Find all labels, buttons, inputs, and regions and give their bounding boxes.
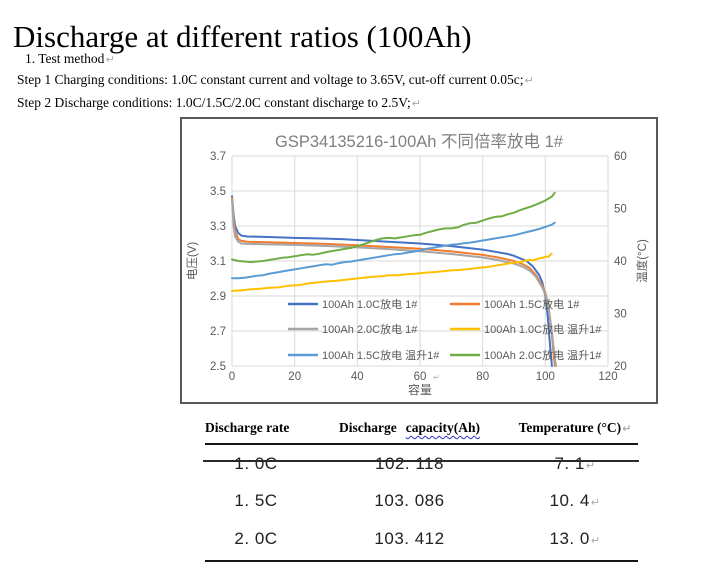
cell-temperature: 13. 0↵: [549, 528, 601, 548]
paragraph-mark-icon: ↵: [105, 53, 115, 66]
x-tick-label: 80: [476, 371, 489, 383]
table-header-row: Discharge rate Discharge capacity(Ah) Tem…: [205, 420, 638, 445]
step2-text: Step 2 Discharge conditions: 1.0C/1.5C/2…: [17, 95, 411, 110]
legend-item-3: 100Ah 1.0C放电 温升1#: [450, 322, 602, 336]
x-tick-label: 120: [598, 371, 617, 383]
paragraph-mark-icon: ↵: [622, 422, 632, 435]
legend-label: 100Ah 2.0C放电 1#: [322, 322, 418, 336]
y-right-tick-label: 60: [614, 151, 627, 163]
step1-line: Step 1 Charging conditions: 1.0C constan…: [17, 72, 534, 88]
x-tick-label: 60: [414, 371, 427, 383]
chart-title: GSP34135216-100Ah 不同倍率放电 1#: [275, 132, 564, 151]
step2-line: Step 2 Discharge conditions: 1.0C/1.5C/2…: [17, 95, 421, 111]
y-right-axis-title: 温度(°C): [635, 239, 649, 283]
paragraph-mark-icon: ↵: [524, 74, 534, 87]
y-left-tick-label: 3.1: [210, 256, 226, 268]
cell-capacity: 103. 412: [374, 528, 445, 548]
y-right-tick-label: 20: [614, 361, 627, 373]
legend-item-1: 100Ah 1.5C放电 1#: [450, 297, 580, 311]
y-left-tick-label: 2.7: [210, 326, 226, 338]
header-temperature: Temperature (°C)↵: [518, 420, 632, 435]
test-method-text: 1. Test method: [25, 51, 105, 66]
x-axis-title: 容量: [408, 382, 432, 397]
legend-item-2: 100Ah 2.0C放电 1#: [288, 322, 418, 336]
paragraph-mark-icon: ↵: [433, 373, 440, 382]
table-row: 1. 0C 102. 118 7. 1↵: [205, 445, 638, 483]
legend-item-5: 100Ah 2.0C放电 温升1#: [450, 348, 602, 362]
legend-label: 100Ah 1.5C放电 1#: [484, 297, 580, 311]
y-left-tick-label: 2.5: [210, 361, 226, 373]
paragraph-mark-icon: ↵: [411, 97, 421, 110]
y-left-tick-label: 3.7: [210, 151, 226, 163]
y-left-tick-label: 3.5: [210, 186, 226, 198]
spellcheck-wavy-text: capacity(Ah): [405, 420, 480, 435]
page-title: Discharge at different ratios (100Ah): [13, 18, 472, 54]
cell-temperature: 7. 1↵: [554, 453, 596, 473]
y-right-tick-label: 40: [614, 256, 627, 268]
paragraph-mark-icon: ↵: [590, 533, 601, 547]
legend-label: 100Ah 1.0C放电 温升1#: [484, 322, 602, 336]
table-row: 2. 0C 103. 412 13. 0↵: [205, 520, 638, 558]
legend-label: 100Ah 1.5C放电 温升1#: [322, 348, 440, 362]
y-left-axis-title: 电压(V): [186, 242, 199, 280]
legend-item-4: 100Ah 1.5C放电 温升1#: [288, 348, 440, 362]
cell-temperature: 10. 4↵: [549, 491, 601, 511]
series-line-1: [231, 197, 556, 367]
legend-label: 100Ah 2.0C放电 温升1#: [484, 348, 602, 362]
cell-rate: 1. 5C: [234, 491, 278, 511]
cell-rate: 1. 0C: [234, 453, 278, 473]
series-line-2: [231, 198, 557, 367]
y-right-tick-label: 50: [614, 204, 627, 216]
cell-capacity: 102. 118: [375, 453, 444, 473]
discharge-chart-figure: GSP34135216-100Ah 不同倍率放电 1# 3.7 3.5 3.3 3.1 2…: [180, 117, 658, 404]
results-table: Discharge rate Discharge capacity(Ah) Tem…: [203, 420, 639, 562]
series-line-0: [231, 195, 553, 367]
x-tick-label: 20: [288, 371, 301, 383]
series-line-3: [231, 252, 553, 292]
y-left-tick-label: 2.9: [210, 291, 226, 303]
x-tick-label: 40: [351, 371, 364, 383]
paragraph-mark-icon: ↵: [590, 496, 601, 510]
table-body: 1. 0C 102. 118 7. 1↵ 1. 5C 103. 086 10. …: [203, 445, 639, 562]
x-tick-label: 100: [536, 371, 555, 383]
cell-capacity: 103. 086: [374, 491, 445, 511]
discharge-rate-chart: GSP34135216-100Ah 不同倍率放电 1# 3.7 3.5 3.3 3.1 2…: [186, 132, 649, 397]
series-line-5: [231, 191, 556, 264]
series-line-4: [231, 221, 556, 280]
y-right-tick-label: 30: [614, 309, 627, 321]
cell-rate: 2. 0C: [234, 528, 278, 548]
row1-strikethrough-line: [203, 460, 639, 462]
table-row: 1. 5C 103. 086 10. 4↵: [205, 483, 638, 521]
header-discharge-capacity: Discharge capacity(Ah): [339, 420, 480, 435]
y-left-tick-label: 3.3: [210, 221, 226, 233]
header-discharge-rate: Discharge rate: [205, 420, 290, 435]
legend-item-0: 100Ah 1.0C放电 1#: [288, 297, 418, 311]
test-method-line: 1. Test method↵: [25, 51, 115, 67]
step1-text: Step 1 Charging conditions: 1.0C constan…: [17, 72, 524, 87]
x-tick-label: 0: [229, 371, 235, 383]
legend-label: 100Ah 1.0C放电 1#: [322, 297, 418, 311]
paragraph-mark-icon: ↵: [585, 458, 596, 472]
